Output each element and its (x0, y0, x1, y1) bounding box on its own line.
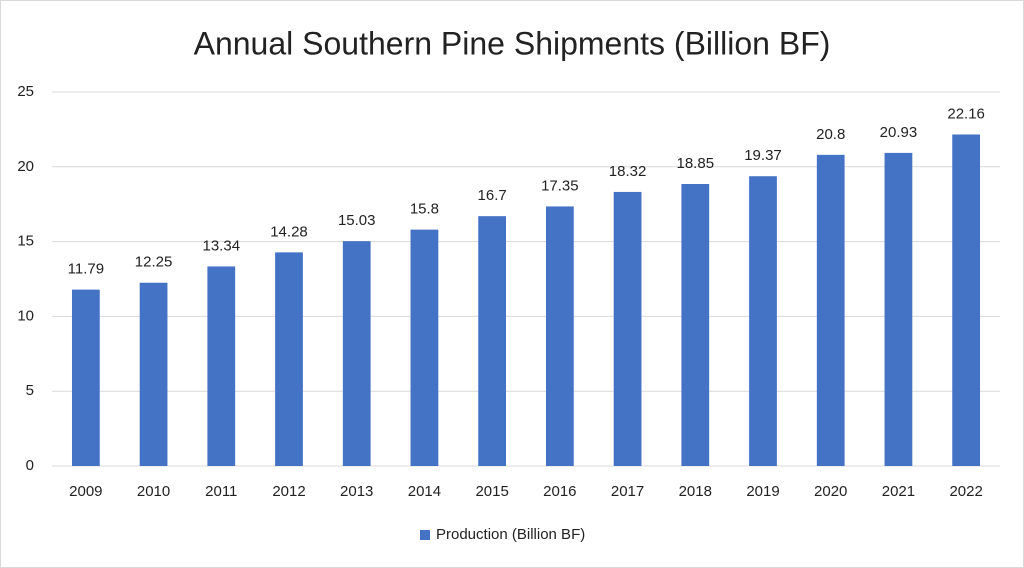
legend-label: Production (Billion BF) (436, 526, 585, 543)
bar (275, 252, 303, 466)
y-tick-label: 10 (17, 307, 34, 324)
data-label: 20.8 (816, 126, 845, 143)
bar (545, 206, 574, 466)
x-tick-label: 2016 (543, 483, 576, 500)
x-tick-label: 2009 (69, 483, 102, 500)
data-label: 18.32 (609, 163, 647, 180)
y-tick-label: 5 (26, 382, 34, 399)
bar (681, 184, 710, 466)
y-tick-label: 25 (17, 83, 34, 100)
legend-swatch (420, 530, 430, 540)
data-label: 22.16 (947, 105, 985, 122)
bar (884, 152, 913, 466)
bar (207, 266, 236, 466)
x-tick-label: 2015 (475, 483, 508, 500)
x-tick-label: 2013 (340, 483, 373, 500)
data-label: 15.8 (410, 201, 439, 218)
bar (749, 176, 777, 466)
data-label: 13.34 (203, 237, 241, 254)
bar (816, 154, 845, 466)
y-tick-label: 0 (26, 457, 34, 474)
x-tick-label: 2021 (882, 483, 915, 500)
x-tick-label: 2010 (137, 483, 170, 500)
y-tick-label: 20 (17, 158, 34, 175)
data-label: 16.7 (478, 187, 507, 204)
data-label: 17.35 (541, 177, 579, 194)
x-tick-label: 2014 (408, 483, 441, 500)
x-tick-label: 2011 (205, 483, 237, 500)
x-tick-label: 2020 (814, 483, 847, 500)
data-label: 14.28 (270, 223, 308, 240)
bar (478, 216, 507, 466)
bar (342, 241, 371, 466)
chart-title: Annual Southern Pine Shipments (Billion … (194, 25, 831, 61)
x-tick-label: 2022 (949, 483, 982, 500)
data-label: 18.85 (677, 155, 715, 172)
bar (71, 289, 100, 466)
bar (613, 191, 642, 466)
data-label: 19.37 (744, 147, 782, 164)
x-tick-label: 2012 (272, 483, 305, 500)
data-label: 20.93 (880, 124, 918, 141)
data-label: 15.03 (338, 212, 376, 229)
bar (139, 282, 168, 466)
data-label: 11.79 (68, 261, 104, 278)
bar (952, 134, 981, 467)
bar (410, 229, 439, 466)
x-tick-label: 2019 (746, 483, 779, 500)
x-tick-label: 2018 (679, 483, 712, 500)
x-tick-label: 2017 (611, 483, 644, 500)
y-tick-label: 15 (17, 233, 34, 250)
data-label: 12.25 (135, 254, 173, 271)
